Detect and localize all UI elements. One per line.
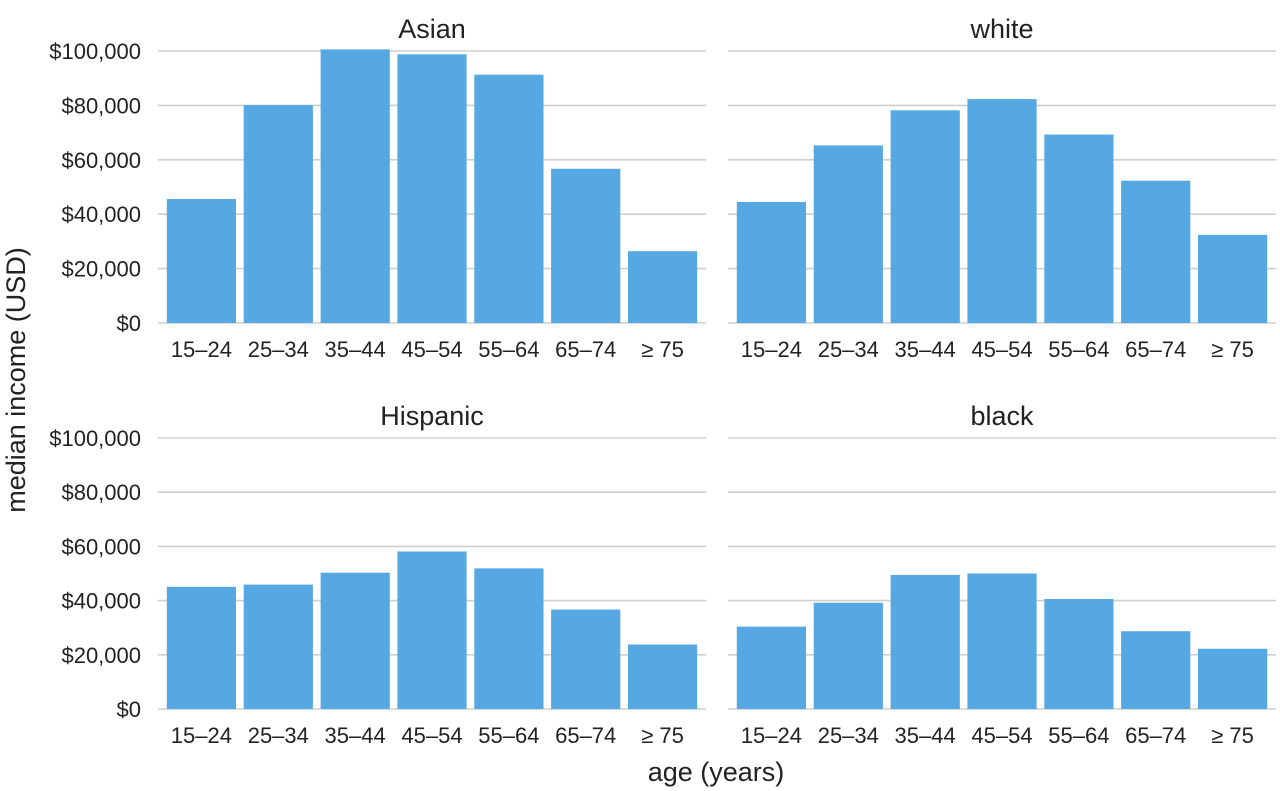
x-tick-label: ≥ 75: [1211, 337, 1254, 362]
x-tick-label: 35–44: [895, 723, 956, 748]
y-tick-label: $40,000: [61, 589, 141, 614]
y-tick-label: $80,000: [61, 93, 141, 118]
y-tick-label: $80,000: [61, 480, 141, 505]
x-tick-label: 65–74: [555, 723, 616, 748]
x-tick-label: ≥ 75: [641, 337, 684, 362]
x-tick-label: 55–64: [478, 723, 539, 748]
bar: [166, 199, 236, 323]
x-tick-label: 55–64: [478, 337, 539, 362]
bar: [736, 202, 806, 323]
y-tick-label: $100,000: [49, 39, 141, 64]
x-tick-label: 15–24: [171, 337, 232, 362]
x-tick-label: 15–24: [171, 723, 232, 748]
facet-panel: 15–24 25–34 35–44 45–54 55–64 65–74 ≥ 75 white: [728, 14, 1276, 362]
bar: [551, 609, 621, 709]
bar: [1044, 599, 1114, 709]
x-tick-label: 45–54: [971, 337, 1032, 362]
bar: [1121, 180, 1191, 323]
x-axis-title: age (years): [648, 757, 785, 787]
bar: [628, 644, 698, 709]
panel-title: Hispanic: [380, 401, 484, 431]
bar: [967, 99, 1037, 323]
bar: [474, 568, 544, 709]
x-tick-label: 55–64: [1048, 337, 1109, 362]
y-tick-label: $60,000: [61, 534, 141, 559]
x-tick-label: 15–24: [741, 337, 802, 362]
bar: [1121, 631, 1191, 709]
facet-panel: $0 $20,000 $40,000 $60,000 $80,000 $100,000 15…: [49, 14, 706, 362]
x-tick-label: 25–34: [248, 337, 309, 362]
x-tick-label: 65–74: [1125, 723, 1186, 748]
facet-panel: 15–24 25–34 35–44 45–54 55–64 65–74 ≥ 75 black: [728, 401, 1276, 748]
x-tick-label: 55–64: [1048, 723, 1109, 748]
x-tick-label: 35–44: [325, 337, 386, 362]
bar: [551, 168, 621, 323]
bar: [1044, 134, 1114, 323]
bar: [890, 110, 960, 323]
bar: [628, 251, 698, 323]
panel-title: white: [969, 14, 1033, 44]
y-tick-label: $60,000: [61, 148, 141, 173]
x-tick-label: 45–54: [401, 723, 462, 748]
bar: [813, 602, 883, 709]
y-tick-label: $0: [117, 697, 141, 722]
bar: [243, 105, 313, 323]
bar: [166, 586, 236, 709]
y-tick-label: $20,000: [61, 643, 141, 668]
bar: [320, 49, 390, 324]
y-tick-label: $0: [117, 311, 141, 336]
panel-title: Asian: [398, 14, 466, 44]
x-tick-label: 15–24: [741, 723, 802, 748]
x-tick-label: 45–54: [401, 337, 462, 362]
y-tick-label: $40,000: [61, 202, 141, 227]
bar: [736, 626, 806, 709]
x-tick-label: 65–74: [1125, 337, 1186, 362]
bar: [320, 572, 390, 709]
bar: [1198, 234, 1268, 323]
bar: [1198, 648, 1268, 709]
x-tick-label: 35–44: [325, 723, 386, 748]
facet-panel: $0 $20,000 $40,000 $60,000 $80,000 $100,000 15…: [49, 401, 706, 748]
x-tick-label: 65–74: [555, 337, 616, 362]
bar: [890, 574, 960, 709]
x-tick-label: ≥ 75: [1211, 723, 1254, 748]
y-axis-title: median income (USD): [1, 247, 31, 513]
panel-title: black: [970, 401, 1034, 431]
bar: [243, 584, 313, 709]
x-tick-label: 25–34: [818, 337, 879, 362]
x-tick-label: 25–34: [818, 723, 879, 748]
y-tick-label: $100,000: [49, 426, 141, 451]
x-tick-label: ≥ 75: [641, 723, 684, 748]
bar: [397, 54, 467, 324]
x-tick-label: 45–54: [971, 723, 1032, 748]
bar: [397, 551, 467, 709]
bar: [813, 145, 883, 323]
x-tick-label: 25–34: [248, 723, 309, 748]
y-tick-label: $20,000: [61, 257, 141, 282]
facet-panels: $0 $20,000 $40,000 $60,000 $80,000 $100,000 15…: [49, 14, 1276, 748]
bar: [967, 573, 1037, 709]
bar: [474, 74, 544, 323]
x-tick-label: 35–44: [895, 337, 956, 362]
